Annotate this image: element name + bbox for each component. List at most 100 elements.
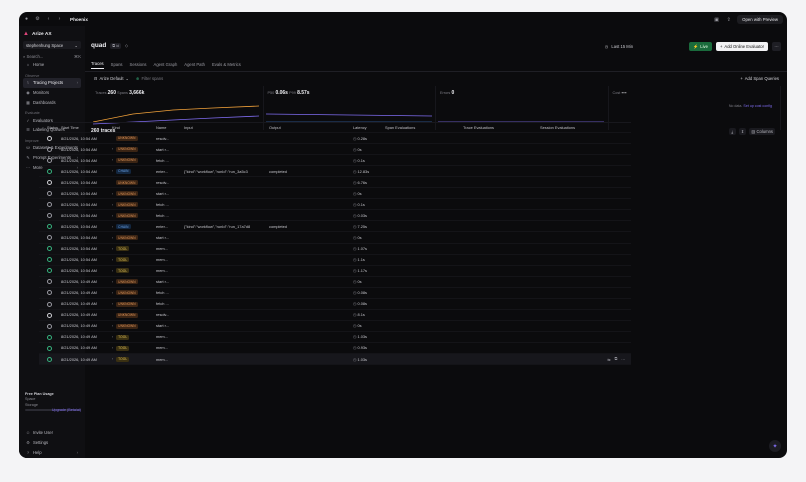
sidebar-item-datasets-experiments[interactable]: ⛁ Datasets & Experiments xyxy=(23,143,81,153)
expand-caret-icon[interactable]: › xyxy=(112,324,114,329)
table-row[interactable]: 8/21/2026, 10:54 AM › TOOL mem... ◷ 1.07s xyxy=(39,244,631,255)
expand-caret-icon[interactable]: › xyxy=(112,224,114,229)
share-icon[interactable]: ⇪ xyxy=(726,16,731,23)
sidebar-bottom-stephen-hualin-[interactable]: ●Stephen Hualin ...› xyxy=(23,457,81,458)
table-row[interactable]: 8/21/2026, 10:54 AM › TOOL mem... ◷ 1.1s xyxy=(39,255,631,266)
tab-evals-metrics[interactable]: Evals & Metrics xyxy=(212,61,241,67)
column-header[interactable]: Name xyxy=(156,125,167,131)
expand-caret-icon[interactable]: › xyxy=(112,346,114,351)
table-row[interactable]: 8/21/2026, 10:49 AM › TOOL mem... ◷ 1.03s ⇆ ⧉ ⋯ xyxy=(39,353,631,366)
more-icon[interactable]: ⋯ xyxy=(621,357,625,362)
tab-sessions[interactable]: Sessions xyxy=(129,61,147,67)
table-row[interactable]: 8/21/2026, 10:54 AM › UNKNOWN fetch ... ◷ 0.… xyxy=(39,199,631,211)
filter-spans-input[interactable]: ⊕ Filter spans xyxy=(136,76,163,81)
expand-caret-icon[interactable]: › xyxy=(112,147,114,152)
table-row[interactable]: 8/21/2026, 10:54 AM › UNKNOWN start r... ◷ 0… xyxy=(39,188,631,200)
sidebar-toggle-icon[interactable]: ▣ xyxy=(714,16,720,23)
time-range-selector[interactable]: ◷ Last 15 Min xyxy=(605,44,633,49)
column-header[interactable]: Input xyxy=(184,125,193,131)
table-row[interactable]: 8/21/2026, 10:49 AM › TOOL mem... ◷ 1.03s xyxy=(39,332,631,343)
sidebar-item-prompt-experiments[interactable]: ✎ Prompt Experiments › xyxy=(23,153,81,163)
column-header[interactable]: Output xyxy=(269,125,281,131)
column-header[interactable]: Kind xyxy=(112,125,120,131)
add-span-queries-button[interactable]: + Add Span Queries xyxy=(740,76,779,81)
search-input[interactable]: ⌕ Search... ⌘K xyxy=(23,53,81,60)
tab-agent-path[interactable]: Agent Path xyxy=(184,61,206,67)
table-row[interactable]: 8/21/2026, 10:49 AM › UNKNOWN start r... ◷ 0… xyxy=(39,277,631,288)
column-header[interactable]: Status xyxy=(47,125,59,131)
tab-traces[interactable]: Traces xyxy=(91,61,104,69)
back-icon[interactable]: ‹ xyxy=(47,16,50,22)
sidebar-item-evaluators[interactable]: ✓ Evaluators xyxy=(23,115,81,125)
add-online-evaluator-button[interactable]: + Add Online Evaluator xyxy=(715,42,768,51)
kind-cell: UNKNOWN xyxy=(112,135,156,141)
open-icon[interactable]: ⧉ xyxy=(614,356,618,361)
columns-button[interactable]: ▥ Columns xyxy=(749,127,775,135)
cost-config-link[interactable]: Set up cost config xyxy=(743,104,772,108)
compare-icon[interactable]: ⇆ xyxy=(607,357,611,362)
sidebar-item-more[interactable]: ⋯ More › xyxy=(23,162,81,172)
expand-caret-icon[interactable]: › xyxy=(112,302,114,307)
table-row[interactable]: 8/21/2026, 10:54 AM › TOOL mem... ◷ 1.17s xyxy=(39,266,631,277)
column-header[interactable]: Latency xyxy=(353,125,367,131)
sidebar-item-tracing-projects[interactable]: ⌇ Tracing Projects › xyxy=(23,77,81,88)
expand-caret-icon[interactable]: › xyxy=(112,246,114,251)
download-icon[interactable]: ⤓ xyxy=(728,127,736,135)
column-header[interactable]: Span Evaluations xyxy=(385,125,416,131)
column-header[interactable]: Start Time xyxy=(61,125,79,131)
assistant-fab[interactable]: ✦ xyxy=(769,440,781,452)
table-row[interactable]: 8/21/2026, 10:49 AM › TOOL mem... ◷ 0.93s xyxy=(39,343,631,354)
view-selector[interactable]: ⊟ Arize Default ⌄ xyxy=(91,76,132,81)
expand-caret-icon[interactable]: › xyxy=(112,202,114,207)
expand-caret-icon[interactable]: › xyxy=(112,335,114,340)
expand-caret-icon[interactable]: › xyxy=(112,235,114,240)
time-range-label: Last 15 Min xyxy=(611,44,634,49)
expand-caret-icon[interactable]: › xyxy=(112,169,114,174)
table-row[interactable]: 8/21/2026, 10:54 AM › CHAIN enter... {"kind"… xyxy=(39,166,631,178)
expand-caret-icon[interactable]: › xyxy=(112,191,114,196)
sidebar-bottom-help[interactable]: ? Help › xyxy=(23,448,81,458)
tab-spans[interactable]: Spans xyxy=(110,61,123,67)
expand-caret-icon[interactable]: › xyxy=(112,357,114,362)
sidebar-item-labeling-queues[interactable]: ☰ Labeling Queues xyxy=(23,125,81,135)
copy-id-chip[interactable]: ⧉ id xyxy=(110,42,122,49)
sidebar-item-home[interactable]: ⌂ Home xyxy=(23,60,81,70)
expand-icon[interactable]: ⇕ xyxy=(738,127,747,135)
live-button[interactable]: ⚡ Live xyxy=(689,42,712,51)
tab-agent-graph[interactable]: Agent Graph xyxy=(153,61,178,67)
expand-caret-icon[interactable]: › xyxy=(112,279,114,284)
upgrade-link[interactable]: Upgrade (Beta/ai) xyxy=(51,408,81,412)
sidebar-bottom-invite-user[interactable]: ☺ Invite User xyxy=(23,428,81,438)
table-row[interactable]: 8/21/2026, 10:54 AM › UNKNOWN start r... ◷ 0… xyxy=(39,144,631,156)
open-with-preview-button[interactable]: Open with Preview xyxy=(737,15,783,24)
kind-badge: UNKNOWN xyxy=(116,191,138,197)
table-row[interactable]: 8/21/2026, 10:54 AM › UNKNOWN fetch ... ◷ 0.… xyxy=(39,210,631,222)
table-row[interactable]: 8/21/2026, 10:54 AM UNKNOWN resolv... ◷ 6.… xyxy=(39,177,631,189)
table-row[interactable]: 8/21/2026, 10:54 AM UNKNOWN resolv... ◷ 0.… xyxy=(39,133,631,145)
tag-icon[interactable]: ◇ xyxy=(125,43,129,48)
expand-caret-icon[interactable]: › xyxy=(112,268,114,273)
column-header[interactable]: Session Evaluations xyxy=(540,125,576,131)
table-row[interactable]: 8/21/2026, 10:49 AM › UNKNOWN fetch ... ◷ 0.… xyxy=(39,299,631,310)
close-window-icon[interactable]: ● xyxy=(24,16,29,22)
table-row[interactable]: 8/21/2026, 10:49 AM › UNKNOWN start r... ◷ 0… xyxy=(39,321,631,332)
forward-icon[interactable]: › xyxy=(58,16,61,22)
table-row[interactable]: 8/21/2026, 10:54 AM › UNKNOWN fetch ... ◷ 0.… xyxy=(39,155,631,167)
table-row[interactable]: 8/21/2026, 10:49 AM UNKNOWN resolv... ◷ 8.… xyxy=(39,310,631,321)
expand-caret-icon[interactable]: › xyxy=(112,213,114,218)
sidebar-item-monitors[interactable]: ◉ Monitors xyxy=(23,88,81,98)
expand-caret-icon[interactable]: › xyxy=(112,257,114,262)
expand-caret-icon[interactable]: › xyxy=(112,290,114,295)
table-row[interactable]: 8/21/2026, 10:49 AM › UNKNOWN fetch ... ◷ 0.… xyxy=(39,288,631,299)
sidebar-bottom-settings[interactable]: ⚙ Settings xyxy=(23,438,81,448)
table-row[interactable]: 8/21/2026, 10:54 AM › UNKNOWN start r... ◷ 0… xyxy=(39,232,631,244)
sidebar-item-dashboards[interactable]: ▦ Dashboards xyxy=(23,97,81,107)
space-selector[interactable]: stephenhung Space ⌄ xyxy=(23,41,81,49)
settings-icon[interactable]: ⚙ xyxy=(35,16,40,22)
table-row[interactable]: 8/21/2026, 10:54 AM › CHAIN enter... {"kind"… xyxy=(39,221,631,233)
expand-caret-icon[interactable]: › xyxy=(112,158,114,163)
kind-cell: UNKNOWN xyxy=(112,180,156,185)
column-header[interactable]: Trace Evaluations xyxy=(463,125,494,131)
latency-clock-icon: ◷ xyxy=(353,345,358,351)
more-options-button[interactable]: ··· xyxy=(772,42,781,51)
